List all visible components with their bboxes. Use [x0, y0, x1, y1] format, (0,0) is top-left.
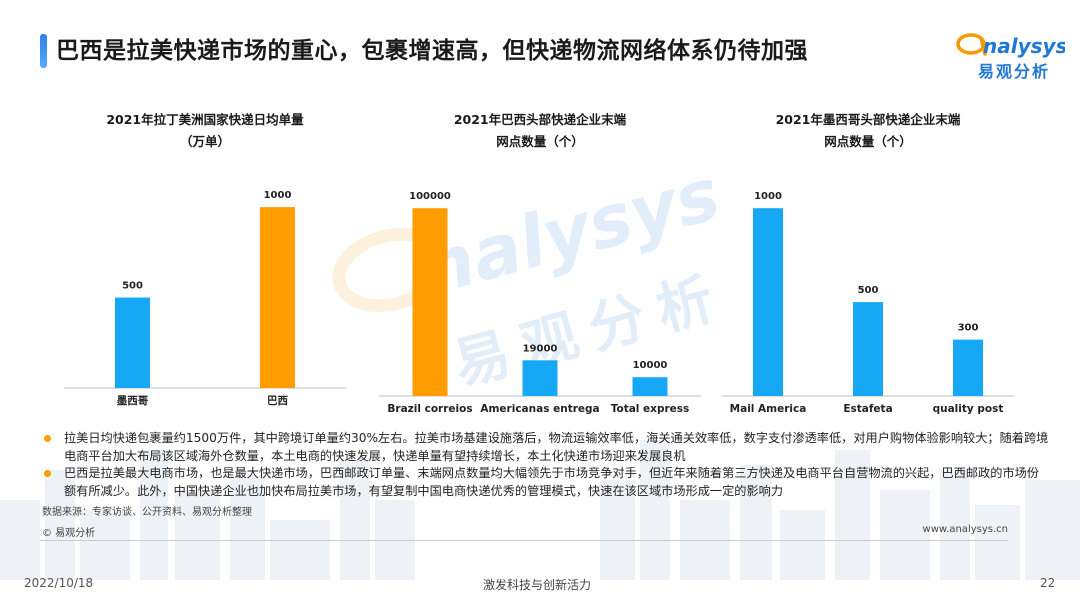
page-title: 巴西是拉美快递市场的重心，包裹增速高，但快递物流网络体系仍待加强 — [56, 38, 808, 64]
bar-value-label: 500 — [122, 281, 143, 292]
category-label: Estafeta — [843, 403, 892, 415]
bar — [115, 297, 150, 388]
logo-text: nalysys — [983, 34, 1065, 58]
bar-value-label: 500 — [858, 285, 879, 296]
data-source: 数据来源：专家访谈、公开资料、易观分析整理 — [42, 507, 252, 518]
footer-divider — [40, 540, 1008, 541]
report-date: 2022/10/18 — [24, 576, 94, 590]
bullet-item: 巴西是拉美最大电商市场，也是最大快递市场，巴西邮政订单量、末端网点数量均大幅领先… — [40, 465, 1050, 500]
bar — [753, 208, 783, 396]
chart-title-line: （万单） — [180, 134, 230, 149]
bar — [412, 208, 448, 396]
analysys-logo: nalysys — [956, 33, 1065, 58]
website-link[interactable]: www.analysys.cn — [922, 524, 1008, 535]
category-label: Mail America — [730, 403, 807, 415]
chart-title-line: 2021年巴西头部快递企业末端 — [454, 112, 627, 127]
chart-title-line: 2021年拉丁美洲国家快递日均单量 — [106, 112, 304, 127]
insight-bullets: 拉美日均快递包裹量约1500万件，其中跨境订单量约30%左右。拉美市场基建设施落… — [40, 430, 1050, 500]
bar — [522, 360, 558, 396]
bar — [953, 339, 983, 396]
bullet-dot-icon — [44, 435, 51, 442]
bullet-text: 拉美日均快递包裹量约1500万件，其中跨境订单量约30%左右。拉美市场基建设施落… — [64, 431, 1049, 463]
bar — [632, 377, 668, 396]
chart-latam-daily-parcels: 2021年拉丁美洲国家快递日均单量 （万单） 500 墨西哥 1000 巴西 — [64, 112, 346, 407]
chart-title-line: 网点数量（个） — [496, 134, 584, 149]
watermark: nalysys 易观分析 — [332, 175, 734, 399]
bullet-text: 巴西是拉美最大电商市场，也是最大快递市场，巴西邮政订单量、末端网点数量均大幅领先… — [64, 466, 1039, 498]
city-skyline-background — [0, 440, 1080, 580]
bar — [853, 302, 883, 396]
bar — [260, 207, 295, 388]
chart-title-line: 2021年墨西哥头部快递企业末端 — [776, 112, 961, 127]
bar-value-label: 300 — [958, 323, 979, 334]
slogan: 激发科技与创新活力 — [483, 578, 592, 592]
bar-value-label: 1000 — [264, 190, 292, 201]
bullet-item: 拉美日均快递包裹量约1500万件，其中跨境订单量约30%左右。拉美市场基建设施落… — [40, 430, 1050, 465]
bar-value-label: 100000 — [409, 191, 451, 202]
category-label: 墨西哥 — [117, 395, 149, 407]
copyright: © 易观分析 — [42, 528, 96, 539]
chart-title-line: 网点数量（个） — [824, 134, 912, 149]
bullet-dot-icon — [44, 470, 51, 477]
bar-value-label: 19000 — [523, 343, 558, 354]
category-label: 巴西 — [267, 395, 288, 407]
bar-value-label: 1000 — [754, 191, 782, 202]
category-label: quality post — [933, 403, 1004, 415]
title-accent-bar — [40, 34, 47, 68]
logo-chinese-text: 易观分析 — [978, 62, 1051, 81]
category-label: Brazil correios — [387, 403, 472, 415]
page-number: 22 — [1040, 576, 1056, 590]
category-label: Total express — [611, 403, 690, 415]
bar-value-label: 10000 — [633, 360, 668, 371]
category-label: Americanas entrega — [480, 403, 599, 415]
